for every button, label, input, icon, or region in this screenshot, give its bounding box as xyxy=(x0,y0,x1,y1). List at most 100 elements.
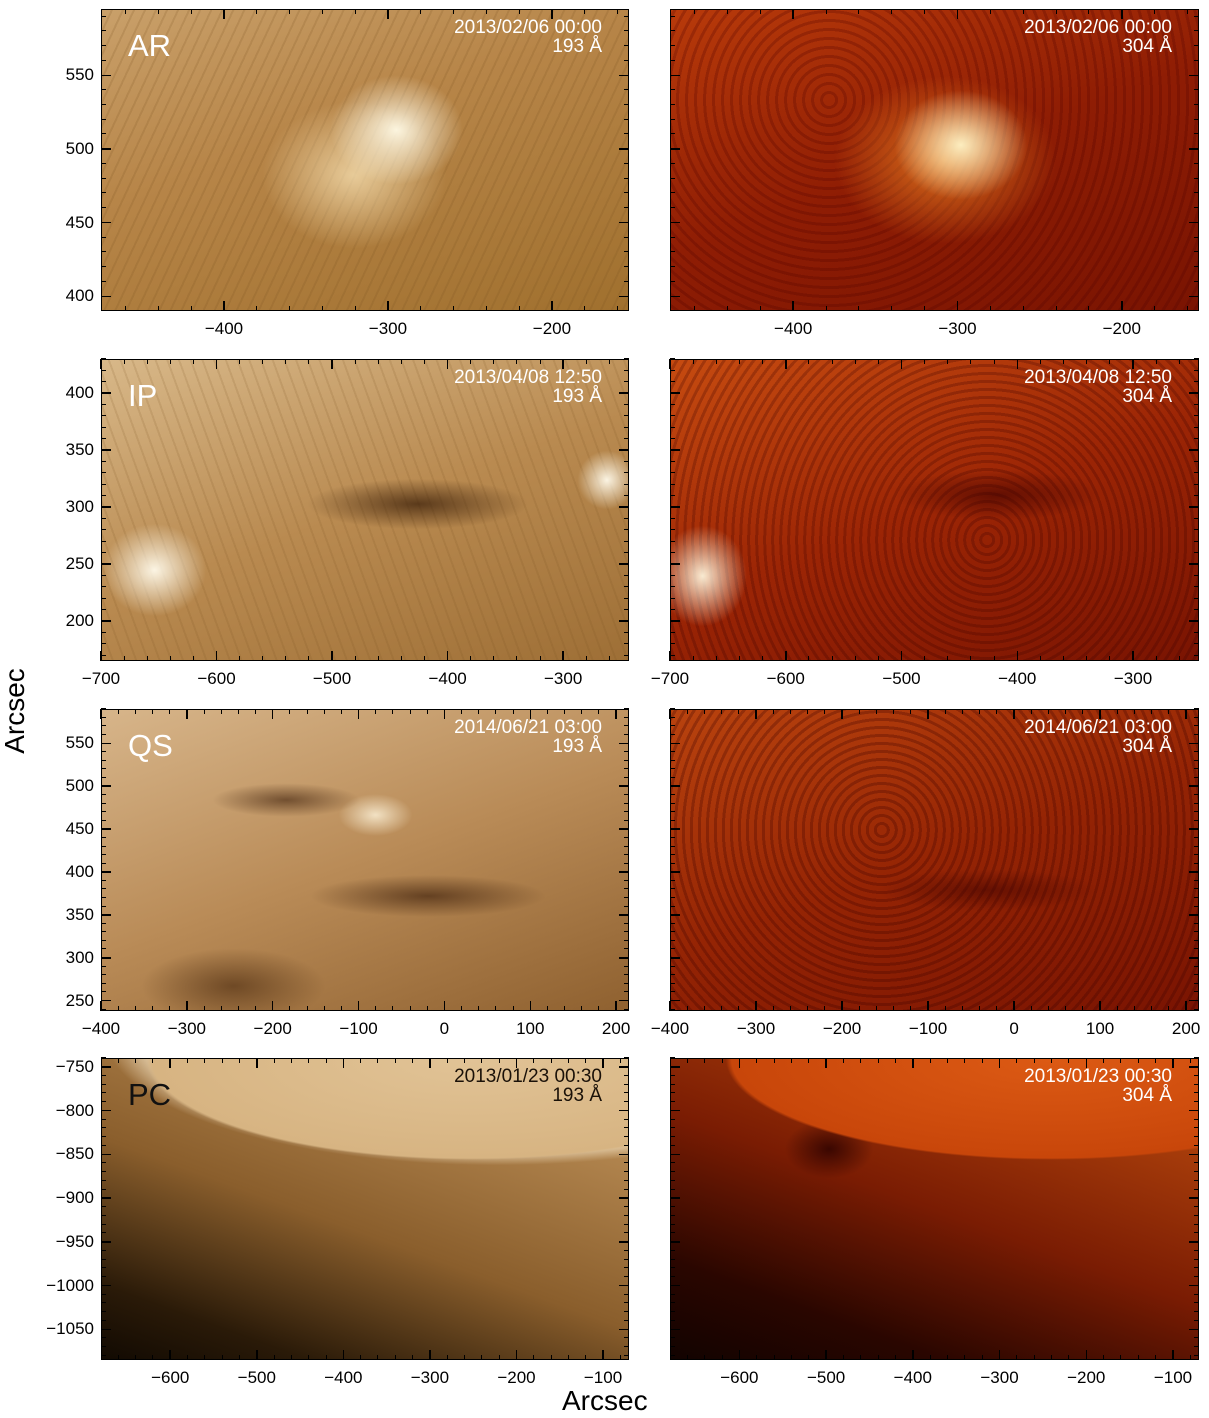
y-minor-tick xyxy=(1194,15,1199,17)
y-minor-tick xyxy=(624,104,629,105)
y-tick xyxy=(619,1066,629,1068)
x-tick xyxy=(1121,9,1123,19)
y-minor-tick xyxy=(670,1008,675,1010)
y-minor-tick xyxy=(1194,1293,1199,1295)
x-minor-tick xyxy=(134,1006,136,1011)
y-minor-tick xyxy=(1194,358,1199,360)
x-minor-tick xyxy=(1151,1006,1153,1011)
x-minor-tick xyxy=(306,709,308,714)
y-minor-tick xyxy=(624,517,629,519)
y-minor-tick xyxy=(101,716,106,718)
y-tick xyxy=(1189,828,1199,830)
y-minor-tick xyxy=(101,991,106,993)
x-minor-tick xyxy=(970,656,972,661)
x-minor-tick xyxy=(910,709,912,714)
x-minor-tick xyxy=(1055,9,1057,14)
solar-image xyxy=(671,710,1198,1010)
x-tick xyxy=(1172,1058,1174,1068)
x-minor-tick xyxy=(585,1058,587,1063)
y-minor-tick xyxy=(624,177,629,179)
x-minor-tick xyxy=(808,656,810,661)
x-minor-tick xyxy=(358,709,360,714)
y-minor-tick xyxy=(1194,403,1199,405)
x-minor-tick xyxy=(598,709,600,714)
x-minor-tick xyxy=(400,359,402,364)
y-tick-label: 500 xyxy=(65,776,94,796)
x-minor-tick xyxy=(453,9,455,14)
x-minor-tick xyxy=(1121,9,1123,14)
y-tick-label: −950 xyxy=(55,1231,94,1251)
y-minor-tick xyxy=(670,1293,675,1295)
y-minor-tick xyxy=(101,15,106,17)
y-minor-tick xyxy=(624,1311,629,1313)
y-minor-tick xyxy=(1194,118,1199,120)
y-tick xyxy=(619,914,629,916)
x-minor-tick xyxy=(669,656,671,661)
x-tick xyxy=(900,359,903,369)
y-minor-tick xyxy=(101,768,106,770)
x-minor-tick xyxy=(464,1355,466,1360)
y-tick xyxy=(1189,1109,1199,1112)
x-minor-tick xyxy=(581,1006,583,1011)
x-minor-tick xyxy=(377,1355,379,1360)
x-minor-tick xyxy=(152,1355,154,1360)
x-minor-tick xyxy=(617,306,619,311)
x-tick-label: 0 xyxy=(1009,1019,1019,1038)
y-minor-tick xyxy=(1194,608,1199,610)
x-minor-tick xyxy=(1065,709,1067,714)
x-tick-label: −500 xyxy=(312,669,352,688)
x-tick xyxy=(357,709,360,719)
x-minor-tick xyxy=(529,709,531,714)
y-tick-label: 300 xyxy=(65,947,94,967)
x-tick-label: −300 xyxy=(1113,669,1153,688)
y-minor-tick xyxy=(1194,1127,1199,1129)
y-minor-tick xyxy=(1194,1354,1199,1356)
x-minor-tick xyxy=(1154,9,1156,14)
y-axis-title: Arcsec xyxy=(0,668,30,754)
x-minor-tick xyxy=(321,306,323,311)
y-minor-tick xyxy=(670,529,675,531)
x-tick-label: −400 xyxy=(774,319,813,338)
y-minor-tick xyxy=(670,1179,675,1181)
x-minor-tick xyxy=(186,709,188,714)
x-minor-tick xyxy=(831,359,833,364)
timestamp: 2014/06/21 03:00 xyxy=(1024,717,1172,738)
x-minor-tick xyxy=(498,1355,500,1360)
y-tick xyxy=(670,1109,680,1112)
y-tick-label: −1050 xyxy=(46,1319,94,1339)
y-minor-tick xyxy=(670,1162,675,1164)
y-minor-tick xyxy=(624,266,629,268)
y-minor-tick xyxy=(670,551,675,553)
x-minor-tick xyxy=(831,656,833,661)
y-minor-tick xyxy=(101,586,106,588)
x-minor-tick xyxy=(453,306,455,311)
y-tick-label: 250 xyxy=(65,990,94,1010)
x-minor-tick xyxy=(1030,709,1032,714)
y-minor-tick xyxy=(624,939,629,941)
x-minor-tick xyxy=(443,1006,445,1011)
x-minor-tick xyxy=(1187,9,1188,14)
x-minor-tick xyxy=(808,359,810,364)
x-tick-label: −300 xyxy=(368,319,408,338)
y-minor-tick xyxy=(1194,1136,1199,1138)
y-minor-tick xyxy=(101,236,106,238)
y-minor-tick xyxy=(670,280,675,282)
y-minor-tick xyxy=(101,733,106,735)
y-minor-tick xyxy=(670,1223,675,1225)
x-minor-tick xyxy=(550,1355,552,1360)
x-minor-tick xyxy=(117,709,119,714)
x-minor-tick xyxy=(808,1058,810,1063)
x-tick-label: −400 xyxy=(998,669,1037,688)
x-minor-tick xyxy=(789,1006,791,1011)
y-minor-tick xyxy=(1194,819,1199,821)
x-minor-tick xyxy=(550,1058,552,1063)
y-tick-label: 400 xyxy=(65,383,94,403)
y-tick xyxy=(1189,295,1199,298)
y-tick-label: 350 xyxy=(65,904,94,924)
x-minor-tick xyxy=(123,656,125,661)
y-minor-tick xyxy=(624,608,629,610)
x-minor-tick xyxy=(1133,1006,1135,1011)
x-minor-tick xyxy=(289,306,291,311)
y-minor-tick xyxy=(624,1276,629,1278)
y-tick xyxy=(101,74,111,77)
